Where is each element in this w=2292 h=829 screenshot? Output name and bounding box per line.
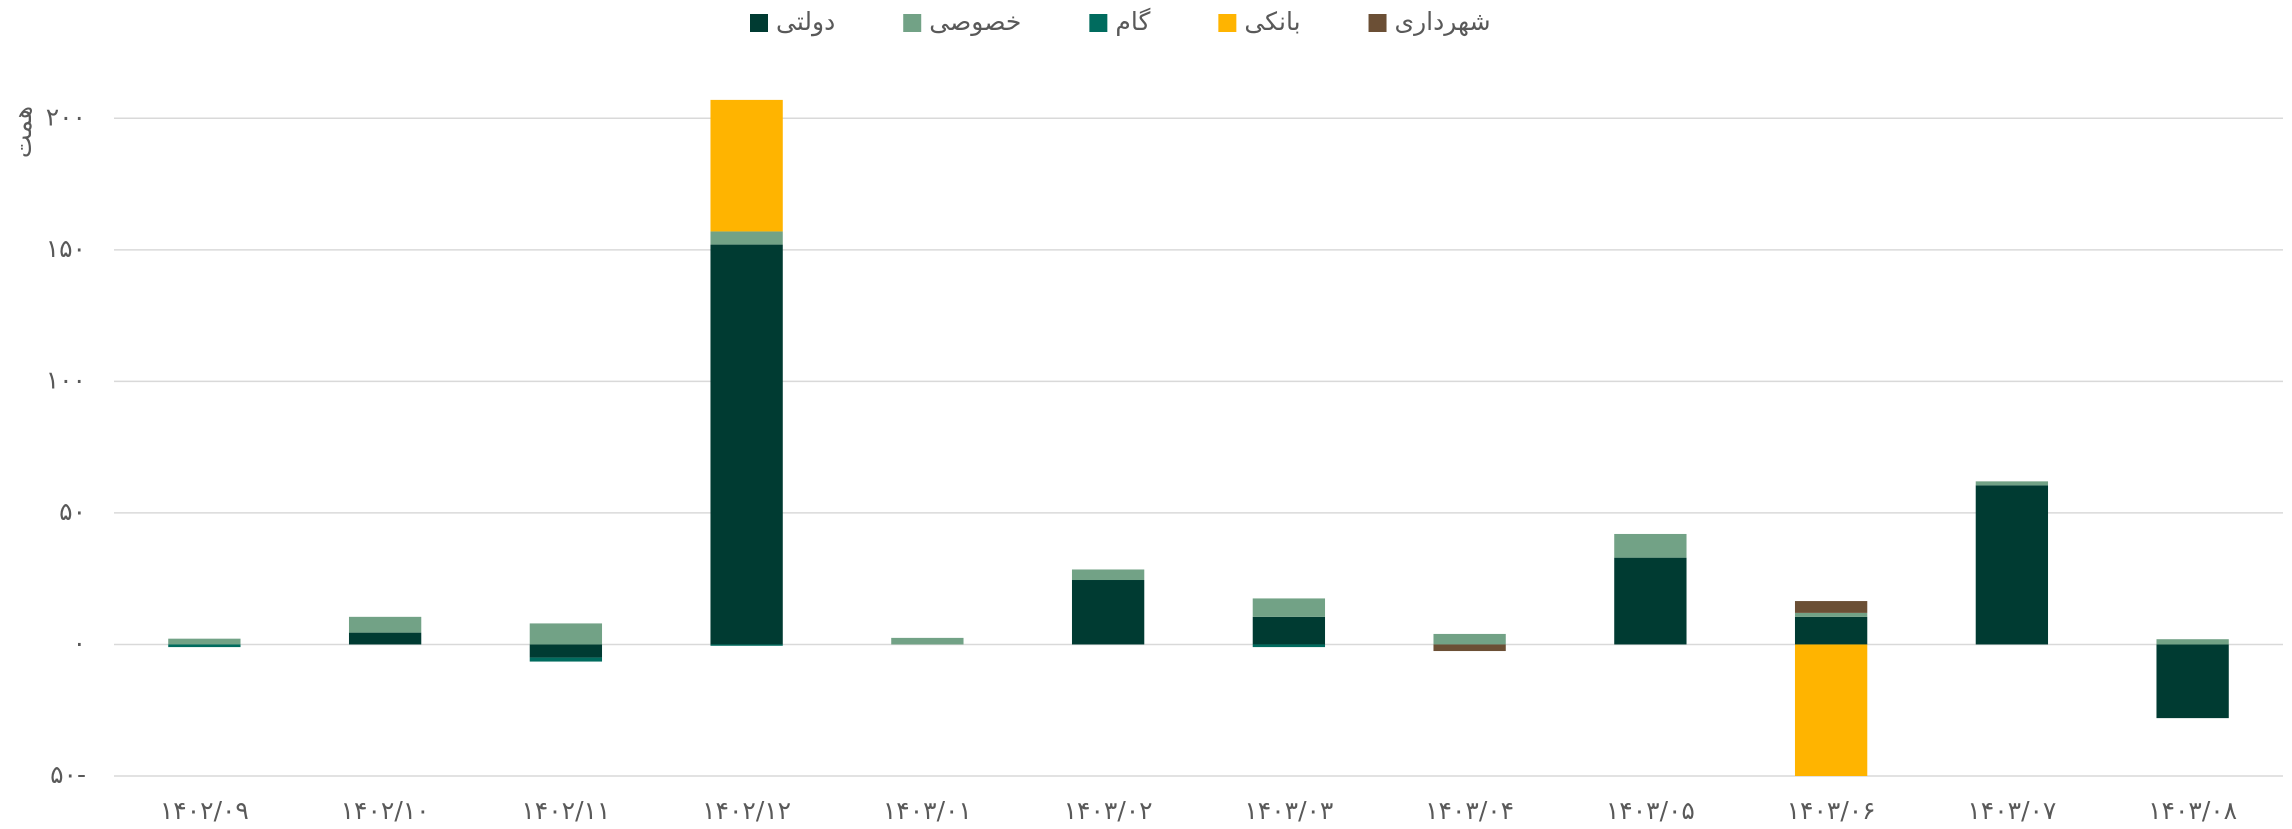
y-tick-label: ۵۰ <box>59 497 86 526</box>
bar-segment <box>1794 601 1868 613</box>
y-tick-label: ۵۰- <box>50 760 86 789</box>
y-axis-title: همت <box>8 106 37 158</box>
bar-segment <box>1975 485 2049 645</box>
bar-segment <box>710 644 783 646</box>
legend-label: بانکی <box>1244 7 1300 36</box>
x-tick-label: ۱۴۰۳/۰۱ <box>883 796 972 825</box>
y-tick-label: ۲۰۰ <box>46 102 86 131</box>
x-tick-label: ۱۴۰۳/۰۳ <box>1244 796 1333 825</box>
bar-segment <box>529 644 603 658</box>
bar-segment <box>1252 616 1326 645</box>
x-tick-label: ۱۴۰۳/۰۶ <box>1787 796 1876 825</box>
bar-segment <box>1433 633 1506 645</box>
bar-segment <box>891 637 964 645</box>
bar-segment <box>1975 481 2049 486</box>
y-tick-label: ۱۵۰ <box>46 234 86 263</box>
bar-segment <box>529 657 603 662</box>
bar-segment <box>710 244 783 645</box>
bar-segment <box>168 638 241 645</box>
bar-segment <box>1794 616 1868 645</box>
legend-label: دولتی <box>776 7 835 37</box>
legend-swatch <box>1218 14 1237 32</box>
bar-segment <box>1794 644 1868 776</box>
bar-segment <box>2156 639 2229 645</box>
x-tick-label: ۱۴۰۳/۰۴ <box>1425 796 1514 825</box>
x-tick-label: ۱۴۰۲/۰۹ <box>160 796 249 825</box>
x-tick-label: ۱۴۰۳/۰۲ <box>1064 796 1153 825</box>
legend-swatch <box>1368 14 1387 32</box>
x-tick-label: ۱۴۰۲/۱۱ <box>521 796 610 825</box>
bar-segment <box>529 623 603 645</box>
bar-segment <box>168 644 241 648</box>
x-tick-label: ۱۴۰۳/۰۸ <box>2148 796 2237 825</box>
y-tick-label: ۰ <box>73 628 86 657</box>
bar-segment <box>1614 533 1687 558</box>
x-tick-label: ۱۴۰۲/۱۲ <box>702 796 791 825</box>
legend-swatch <box>1089 14 1108 32</box>
legend-label: شهرداری <box>1395 7 1491 37</box>
bar-segment <box>710 99 783 232</box>
bar-segment <box>1433 644 1506 652</box>
y-tick-label: ۱۰۰ <box>46 365 86 394</box>
bar-segment <box>1794 612 1868 617</box>
legend-swatch <box>750 14 768 32</box>
bar-segment <box>1252 598 1326 617</box>
legend-swatch <box>903 14 922 32</box>
legend-label: گام <box>1115 7 1150 36</box>
bar-segment <box>348 632 422 645</box>
bar-segment <box>348 616 422 633</box>
x-tick-label: ۱۴۰۳/۰۷ <box>1967 796 2056 825</box>
bar-segment <box>1252 644 1326 648</box>
bar-segment <box>1071 569 1145 581</box>
bar-segment <box>2156 644 2229 719</box>
bar-segment <box>710 231 783 245</box>
legend-label: خصوصی <box>929 7 1021 36</box>
x-tick-label: ۱۴۰۳/۰۵ <box>1606 796 1695 825</box>
bar-segment <box>1071 580 1145 645</box>
bar-segment <box>1614 557 1687 645</box>
x-tick-label: ۱۴۰۲/۱۰ <box>341 796 430 825</box>
